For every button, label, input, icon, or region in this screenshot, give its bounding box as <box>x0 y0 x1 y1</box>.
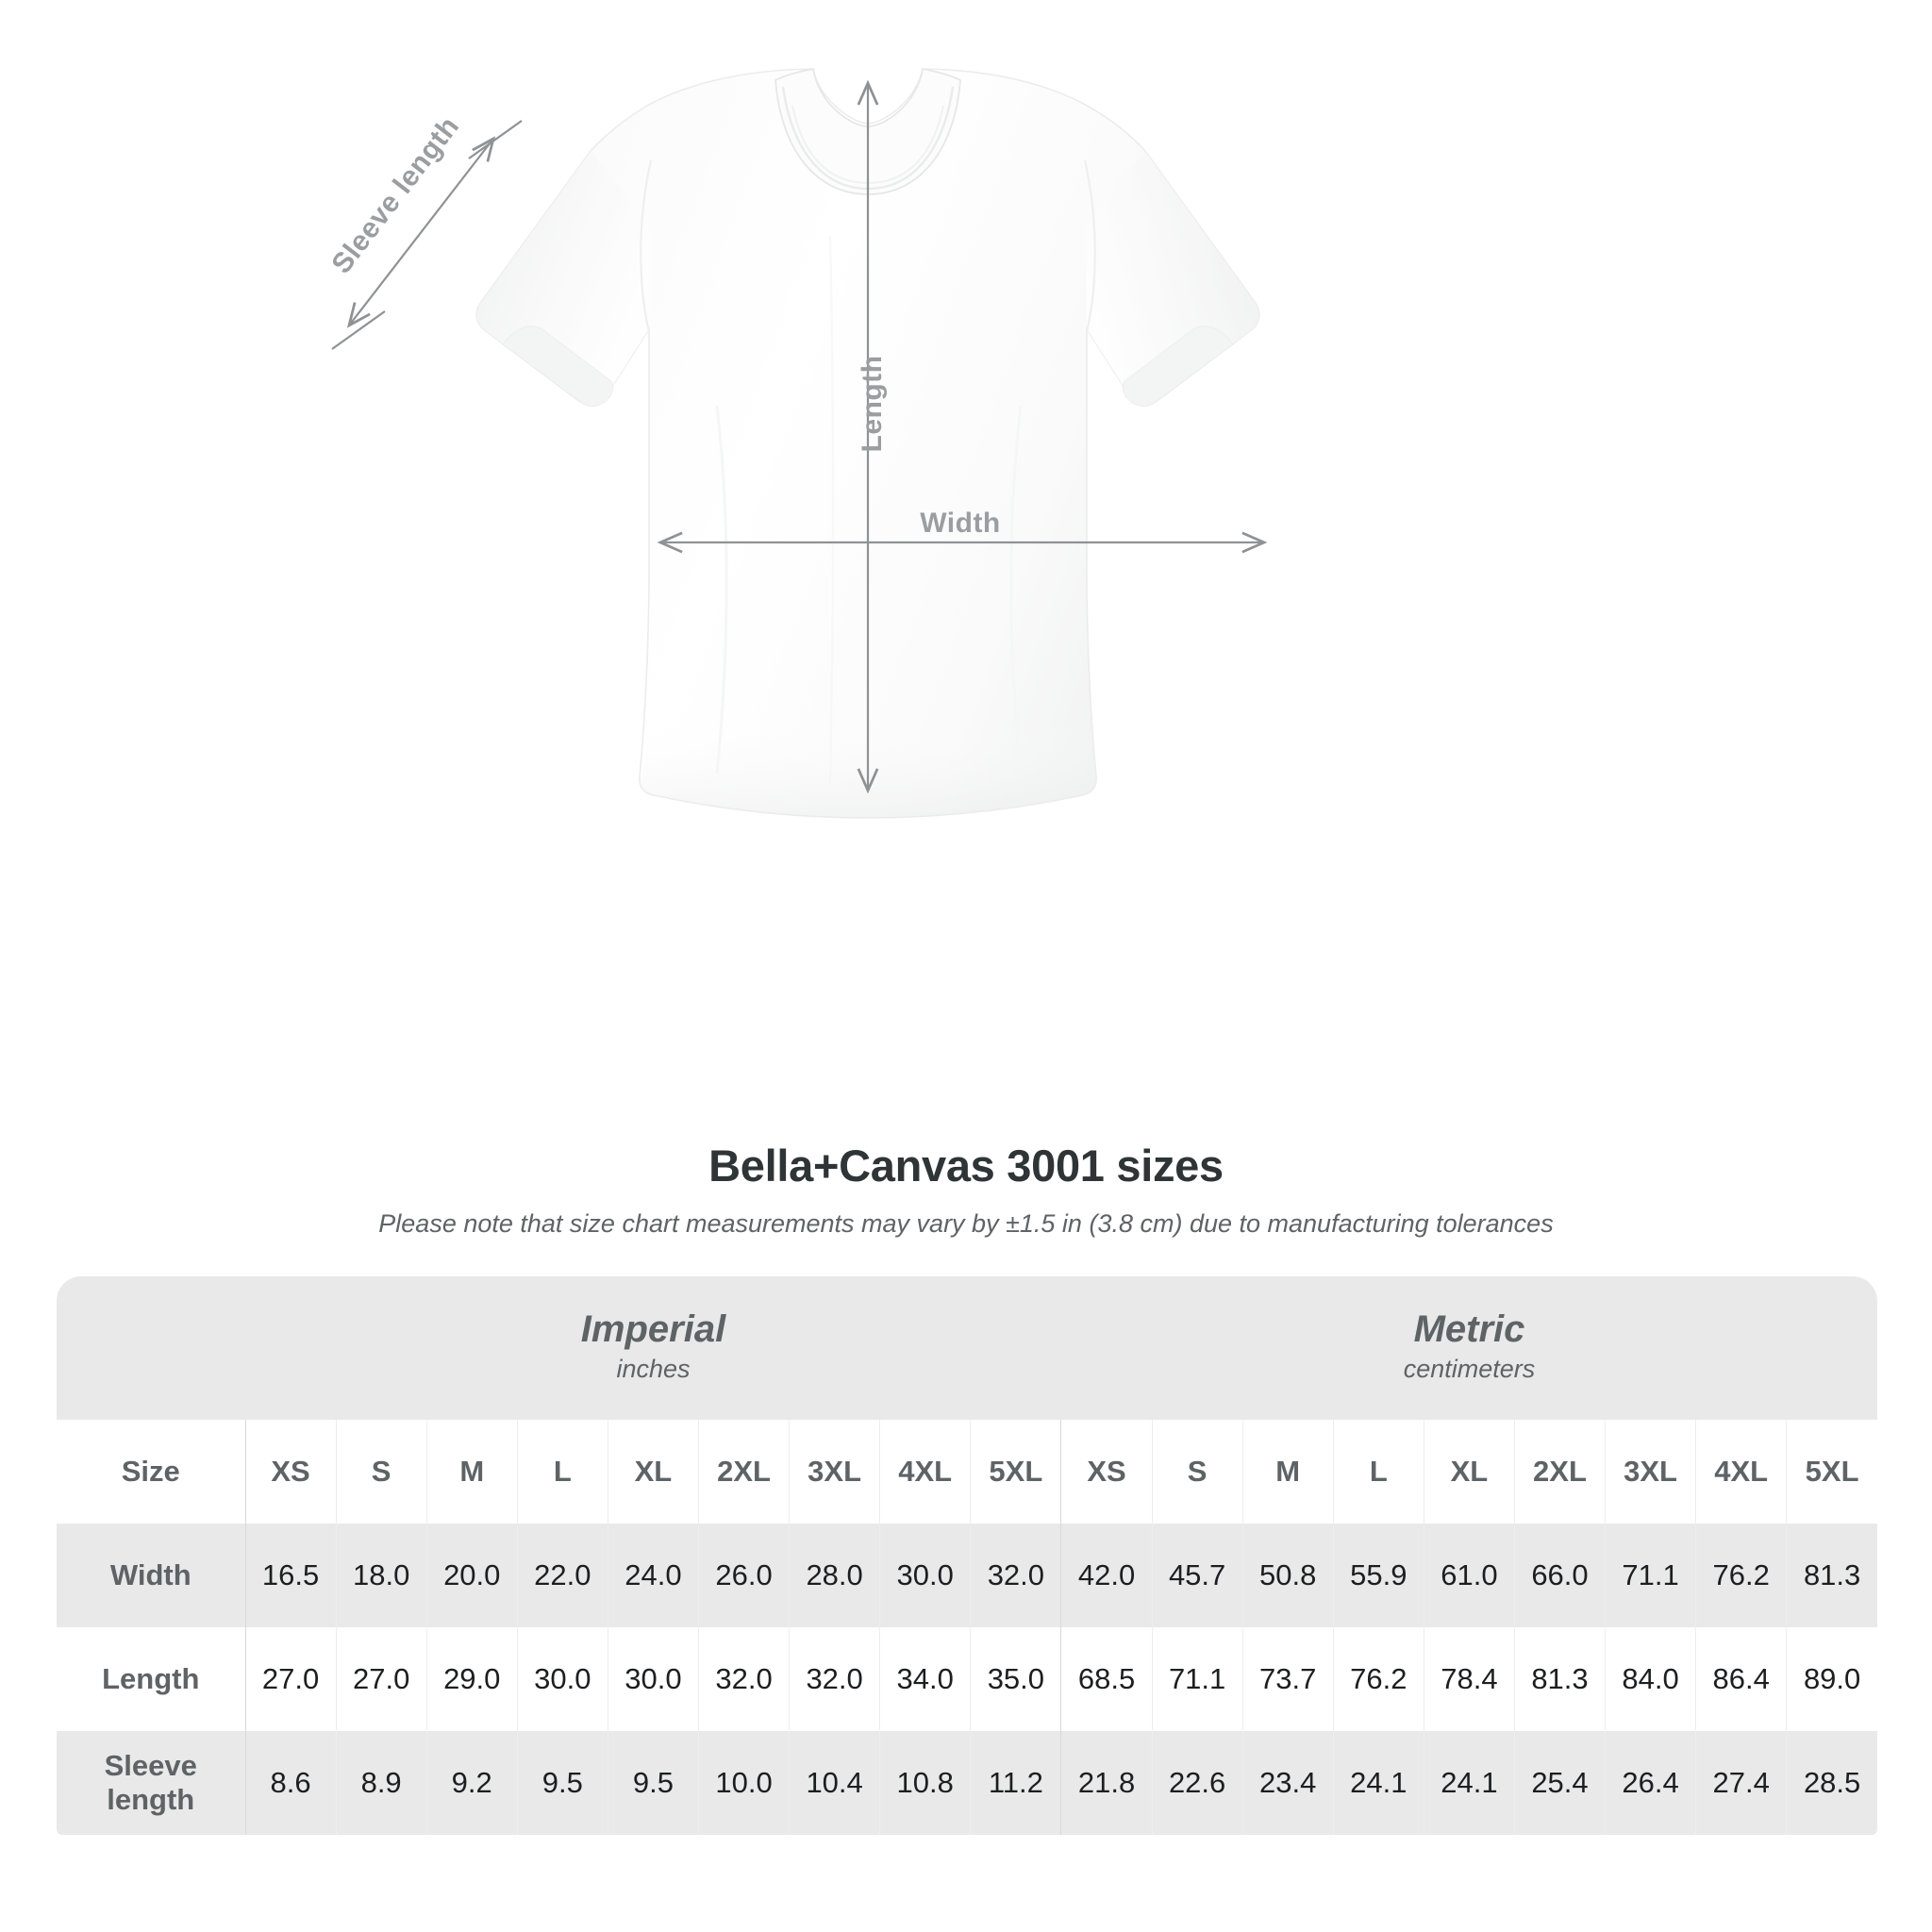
measurement-cell: 78.4 <box>1423 1627 1515 1731</box>
unit-banner-row: Imperial inches Metric centimeters <box>57 1276 1877 1420</box>
size-column-header: 2XL <box>1513 1420 1606 1524</box>
unit-banner-spacer <box>57 1276 245 1420</box>
measurement-cell: 68.5 <box>1060 1627 1153 1731</box>
measurement-cell: 24.1 <box>1423 1731 1515 1835</box>
size-column-header: 5XL <box>1786 1420 1877 1524</box>
measurement-cell: 28.0 <box>789 1524 880 1627</box>
measurement-cell: 22.6 <box>1151 1731 1243 1835</box>
size-column-header: L <box>1332 1420 1424 1524</box>
unit-group-name: Imperial <box>580 1307 726 1350</box>
measurement-cell: 50.8 <box>1241 1524 1334 1627</box>
size-header-label: Size <box>57 1420 245 1524</box>
size-column-header: 3XL <box>789 1420 880 1524</box>
measurement-cell: 89.0 <box>1786 1627 1877 1731</box>
measurement-cell: 30.0 <box>879 1524 971 1627</box>
size-column-header: M <box>1241 1420 1334 1524</box>
size-column-header: 4XL <box>1695 1420 1787 1524</box>
measurement-cell: 25.4 <box>1513 1731 1606 1835</box>
measurement-cell: 18.0 <box>335 1524 427 1627</box>
size-column-header: L <box>516 1420 608 1524</box>
measurement-cell: 71.1 <box>1151 1627 1243 1731</box>
measurement-cell: 8.6 <box>244 1731 337 1835</box>
measurement-cell: 55.9 <box>1332 1524 1424 1627</box>
measurement-cell: 10.0 <box>697 1731 790 1835</box>
unit-group-metric: Metric centimeters <box>1060 1276 1877 1420</box>
length-annotation: Length <box>857 79 888 794</box>
page-title: Bella+Canvas 3001 sizes <box>708 1141 1224 1191</box>
size-column-header: XS <box>1060 1420 1153 1524</box>
sleeve-length-label: Sleeve length <box>325 111 465 280</box>
measurement-cell: 45.7 <box>1151 1524 1243 1627</box>
measurement-cell: 73.7 <box>1241 1627 1334 1731</box>
width-label: Width <box>920 508 1001 539</box>
measurement-cell: 9.5 <box>607 1731 699 1835</box>
measurement-row-label: Length <box>57 1627 245 1731</box>
measurement-cell: 9.2 <box>425 1731 518 1835</box>
measurement-cell: 20.0 <box>425 1524 518 1627</box>
measurement-cell: 11.2 <box>970 1731 1061 1835</box>
measurement-cell: 86.4 <box>1695 1627 1787 1731</box>
measurement-cell: 24.0 <box>607 1524 699 1627</box>
size-column-header: S <box>1151 1420 1243 1524</box>
measurement-row-label: Sleeve length <box>57 1731 245 1835</box>
measurement-cell: 32.0 <box>697 1627 790 1731</box>
table-row: Length 27.0 27.0 29.0 30.0 30.0 32.0 32.0 34.0 35… <box>57 1627 1877 1731</box>
size-column-header: 4XL <box>879 1420 971 1524</box>
measurement-cell: 22.0 <box>516 1524 608 1627</box>
measurement-cell: 71.1 <box>1605 1524 1696 1627</box>
measurement-cell: 10.8 <box>879 1731 971 1835</box>
measurement-cell: 81.3 <box>1786 1524 1877 1627</box>
unit-group-sublabel: inches <box>616 1354 691 1383</box>
measurement-cell: 26.4 <box>1605 1731 1696 1835</box>
unit-group-name: Metric <box>1413 1307 1525 1350</box>
measurement-cell: 27.0 <box>335 1627 427 1731</box>
tolerance-note: Please note that size chart measurements… <box>378 1209 1554 1238</box>
measurement-cell: 61.0 <box>1423 1524 1515 1627</box>
measurement-cell: 27.4 <box>1695 1731 1787 1835</box>
measurement-cell: 34.0 <box>879 1627 971 1731</box>
measurement-cell: 27.0 <box>244 1627 337 1731</box>
measurement-cell: 10.4 <box>789 1731 880 1835</box>
measurement-row-label: Width <box>57 1524 245 1627</box>
measurement-cell: 16.5 <box>244 1524 337 1627</box>
measurement-cell: 35.0 <box>970 1627 1061 1731</box>
garment-diagram: Sleeve length Length Width <box>325 67 1268 819</box>
table-row: Width 16.5 18.0 20.0 22.0 24.0 26.0 28.0 30.0 32.… <box>57 1524 1877 1627</box>
measurement-cell: 32.0 <box>789 1627 880 1731</box>
measurement-cell: 84.0 <box>1605 1627 1696 1731</box>
length-label: Length <box>857 356 888 453</box>
size-chart-table-container: Imperial inches Metric centimeters Size XS S M L… <box>57 1276 1877 1835</box>
unit-group-imperial: Imperial inches <box>245 1276 1061 1420</box>
measurement-cell: 24.1 <box>1332 1731 1424 1835</box>
measurement-cell: 66.0 <box>1513 1524 1606 1627</box>
measurement-cell: 76.2 <box>1695 1524 1787 1627</box>
size-column-header: 5XL <box>970 1420 1061 1524</box>
measurement-cell: 9.5 <box>516 1731 608 1835</box>
measurement-cell: 30.0 <box>607 1627 699 1731</box>
size-column-header: XL <box>1423 1420 1515 1524</box>
table-row: Sleeve length 8.6 8.9 9.2 9.5 9.5 10.0 10.4 10.8… <box>57 1731 1877 1835</box>
measurement-cell: 21.8 <box>1060 1731 1153 1835</box>
measurement-cell: 76.2 <box>1332 1627 1424 1731</box>
size-column-header: S <box>335 1420 427 1524</box>
measurement-cell: 30.0 <box>516 1627 608 1731</box>
measurement-cell: 23.4 <box>1241 1731 1334 1835</box>
size-header-row: Size XS S M L XL 2XL 3XL 4XL 5XL XS S M L XL 2XL 3XL 4XL 5… <box>57 1420 1877 1524</box>
measurement-cell: 28.5 <box>1786 1731 1877 1835</box>
size-column-header: XL <box>607 1420 699 1524</box>
measurement-cell: 26.0 <box>697 1524 790 1627</box>
size-column-header: 3XL <box>1605 1420 1696 1524</box>
unit-group-sublabel: centimeters <box>1403 1354 1536 1383</box>
width-annotation: Width <box>657 508 1268 554</box>
size-chart-table: Imperial inches Metric centimeters Size XS S M L… <box>57 1276 1877 1835</box>
size-column-header: XS <box>244 1420 337 1524</box>
size-column-header: M <box>425 1420 518 1524</box>
measurement-cell: 42.0 <box>1060 1524 1153 1627</box>
measurement-cell: 8.9 <box>335 1731 427 1835</box>
measurement-cell: 29.0 <box>425 1627 518 1731</box>
size-column-header: 2XL <box>697 1420 790 1524</box>
measurement-cell: 81.3 <box>1513 1627 1606 1731</box>
measurement-cell: 32.0 <box>970 1524 1061 1627</box>
